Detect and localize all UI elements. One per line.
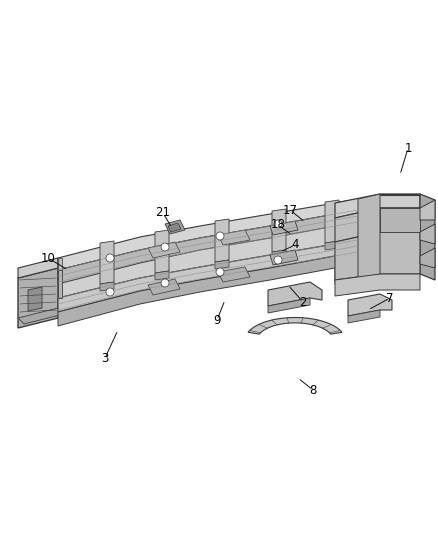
- Polygon shape: [28, 287, 42, 311]
- Polygon shape: [420, 248, 435, 268]
- Circle shape: [274, 256, 282, 264]
- Polygon shape: [165, 220, 185, 234]
- Polygon shape: [335, 232, 420, 280]
- Polygon shape: [215, 260, 229, 269]
- Circle shape: [216, 232, 224, 240]
- Polygon shape: [268, 298, 310, 313]
- Polygon shape: [335, 208, 420, 242]
- Polygon shape: [335, 199, 358, 284]
- Polygon shape: [380, 208, 420, 232]
- Polygon shape: [380, 194, 420, 195]
- Polygon shape: [270, 221, 298, 235]
- Polygon shape: [348, 294, 392, 316]
- Text: 8: 8: [309, 384, 317, 397]
- Polygon shape: [18, 268, 58, 328]
- Polygon shape: [218, 230, 250, 245]
- Polygon shape: [420, 224, 435, 244]
- Circle shape: [106, 254, 114, 262]
- Polygon shape: [325, 241, 339, 250]
- Polygon shape: [58, 240, 358, 312]
- Polygon shape: [335, 274, 420, 296]
- Text: 4: 4: [291, 238, 299, 252]
- Text: 18: 18: [271, 219, 286, 231]
- Text: 3: 3: [101, 351, 109, 365]
- Text: 10: 10: [41, 252, 56, 264]
- Polygon shape: [100, 282, 114, 291]
- Polygon shape: [18, 258, 58, 278]
- Text: 17: 17: [283, 204, 297, 216]
- Polygon shape: [58, 199, 358, 270]
- Polygon shape: [348, 310, 380, 323]
- Polygon shape: [148, 279, 180, 295]
- Polygon shape: [155, 271, 169, 280]
- Polygon shape: [268, 282, 322, 306]
- Text: 21: 21: [155, 206, 170, 220]
- Polygon shape: [272, 250, 286, 259]
- Polygon shape: [58, 252, 358, 326]
- Polygon shape: [148, 242, 180, 258]
- Polygon shape: [248, 318, 342, 334]
- Polygon shape: [58, 210, 358, 298]
- Polygon shape: [325, 200, 339, 243]
- Text: 7: 7: [386, 292, 394, 304]
- Polygon shape: [358, 194, 380, 280]
- Polygon shape: [58, 210, 358, 284]
- Circle shape: [161, 243, 169, 251]
- Polygon shape: [420, 194, 435, 280]
- Polygon shape: [420, 200, 435, 220]
- Polygon shape: [100, 241, 114, 284]
- Polygon shape: [18, 308, 64, 324]
- Circle shape: [274, 220, 282, 228]
- Polygon shape: [335, 194, 420, 218]
- Polygon shape: [58, 258, 62, 270]
- Polygon shape: [270, 250, 298, 265]
- Text: 2: 2: [299, 295, 307, 309]
- Polygon shape: [155, 230, 169, 273]
- Circle shape: [106, 288, 114, 296]
- Polygon shape: [168, 223, 181, 232]
- Circle shape: [216, 268, 224, 276]
- Text: 9: 9: [213, 313, 221, 327]
- Polygon shape: [215, 219, 229, 262]
- Polygon shape: [218, 267, 250, 282]
- Text: 1: 1: [404, 141, 412, 155]
- Polygon shape: [272, 209, 286, 252]
- Polygon shape: [335, 240, 358, 268]
- Polygon shape: [58, 270, 62, 298]
- Circle shape: [161, 279, 169, 287]
